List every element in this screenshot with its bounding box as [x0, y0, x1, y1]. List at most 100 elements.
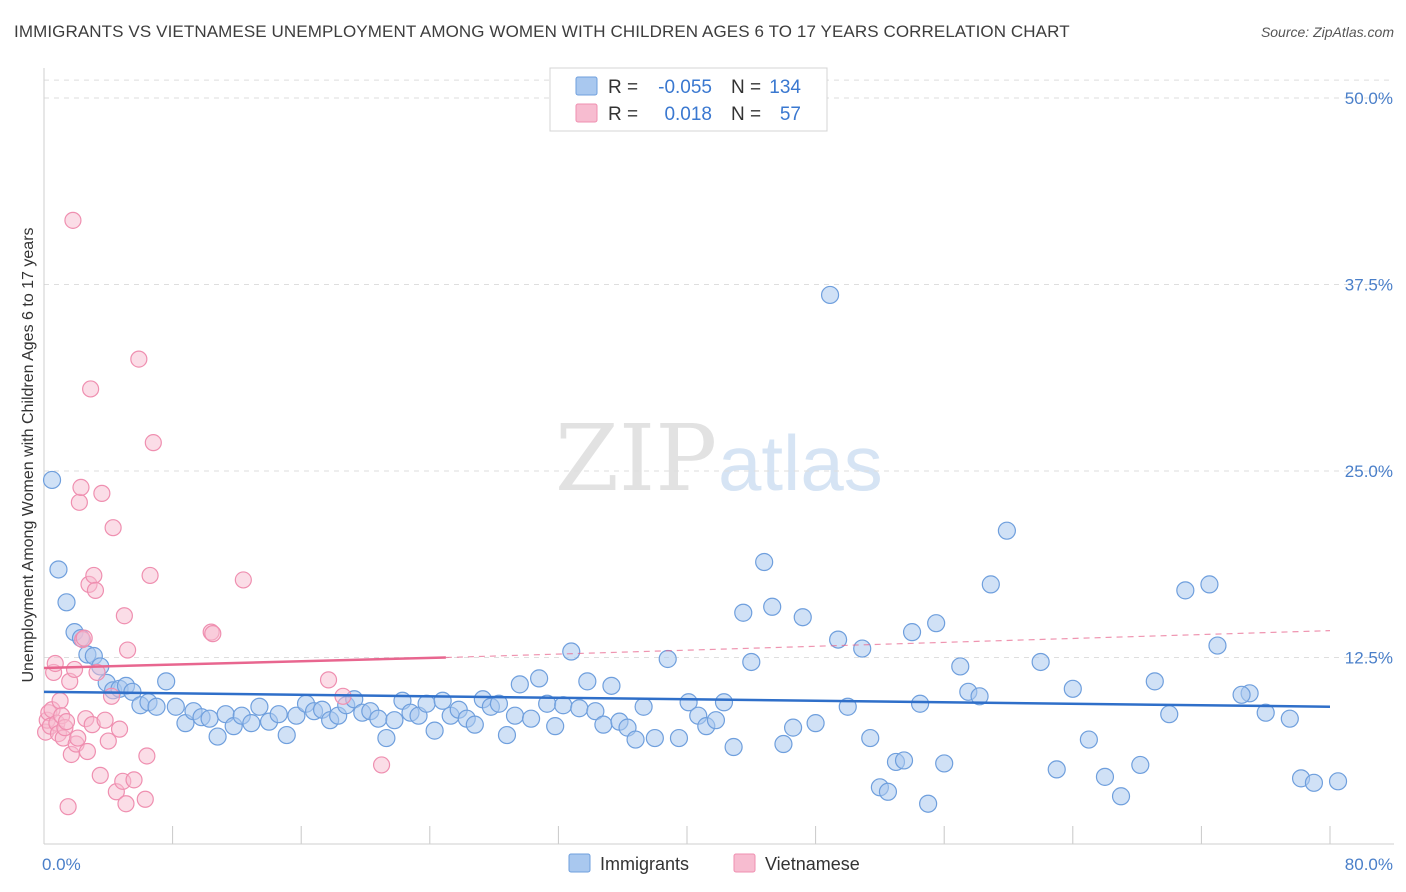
source-label: Source: ZipAtlas.com	[1260, 24, 1394, 40]
vietnamese-point	[65, 660, 84, 679]
x-tick-label: 80.0%	[1345, 855, 1393, 874]
chart-title: IMMIGRANTS VS VIETNAMESE UNEMPLOYMENT AM…	[14, 22, 1070, 41]
immigrants-point	[510, 675, 529, 694]
immigrants-point	[742, 652, 761, 672]
vietnamese-point	[138, 747, 156, 765]
immigrants-point	[997, 521, 1016, 540]
immigrants-point	[669, 728, 689, 748]
correlation-legend: R = -0.055 N = 134 R = 0.018 N = 57	[549, 67, 828, 132]
immigrants-n-label: N =	[731, 77, 761, 98]
immigrants-point	[645, 728, 664, 748]
immigrants-point	[763, 597, 782, 616]
vietnamese-point	[64, 211, 82, 229]
immigrants-point	[385, 711, 404, 730]
immigrants-point	[1304, 773, 1324, 792]
immigrants-point	[578, 672, 597, 691]
vietnamese-point	[115, 607, 133, 625]
vietnamese-point	[59, 798, 77, 816]
immigrants-point	[377, 728, 396, 748]
vietnamese-point	[72, 478, 90, 497]
immigrants-point	[497, 725, 517, 745]
watermark-atlas: atlas	[718, 419, 883, 507]
immigrants-point	[521, 709, 541, 728]
y-axis-label: Unemployment Among Women with Children A…	[20, 227, 37, 682]
immigrants-point	[1256, 703, 1275, 722]
immigrants-point	[433, 691, 452, 710]
immigrants-trend-line	[43, 690, 1331, 708]
vietnamese-point	[136, 790, 154, 808]
immigrants-point	[1232, 685, 1251, 704]
immigrants-point	[970, 687, 989, 706]
immigrants-point	[829, 630, 848, 649]
y-tick-label: 37.5%	[1345, 276, 1393, 295]
immigrants-point	[269, 705, 288, 724]
vietnamese-point	[130, 350, 148, 368]
vietnamese-point	[144, 434, 162, 452]
immigrants-point	[853, 639, 872, 658]
immigrants-point	[806, 714, 825, 733]
immigrants-legend-label: Immigrants	[600, 854, 689, 874]
vietnamese-point	[102, 687, 121, 705]
gridlines	[43, 79, 1394, 844]
immigrants-point	[554, 696, 573, 715]
immigrants-point	[1131, 755, 1150, 775]
immigrants-point	[1145, 672, 1164, 691]
vietnamese-point	[46, 654, 64, 673]
immigrants-point	[1160, 705, 1179, 724]
immigrants-point	[1200, 575, 1219, 594]
immigrants-point	[594, 715, 613, 734]
vietnamese-point	[70, 493, 88, 511]
immigrants-point	[910, 694, 930, 713]
vietnamese-n-label: N =	[731, 104, 761, 125]
series-legend: Immigrants Vietnamese	[568, 853, 860, 874]
vietnamese-point	[88, 663, 106, 682]
immigrants-point	[1111, 787, 1131, 806]
immigrants-point	[878, 782, 898, 801]
immigrants-point	[724, 737, 743, 757]
vietnamese-point	[51, 692, 69, 710]
vietnamese-point	[110, 720, 129, 738]
vietnamese-point	[86, 581, 105, 599]
immigrants-point	[861, 728, 880, 748]
immigrants-point	[714, 693, 734, 712]
immigrants-point	[546, 717, 565, 736]
immigrants-point	[902, 623, 922, 642]
immigrants-n-value: 134	[769, 77, 801, 98]
immigrants-point	[774, 734, 793, 754]
y-tick-labels: 12.5% 25.0% 37.5% 50.0%	[1345, 89, 1393, 668]
y-tick-label: 50.0%	[1345, 89, 1393, 108]
vietnamese-point	[78, 742, 97, 761]
immigrants-point	[417, 694, 436, 713]
vietnamese-point	[234, 571, 252, 589]
vietnamese-points	[37, 211, 391, 816]
immigrants-point	[586, 702, 605, 721]
immigrants-point	[755, 552, 774, 572]
immigrants-point	[242, 714, 261, 733]
immigrants-point	[1047, 760, 1066, 779]
vietnamese-point	[57, 713, 76, 731]
immigrants-point	[927, 614, 946, 633]
immigrants-point	[981, 575, 1000, 594]
immigrants-point	[1095, 767, 1115, 786]
immigrants-point	[602, 676, 621, 695]
x-tick-label: 0.0%	[42, 855, 81, 874]
immigrants-r-label: R =	[608, 77, 638, 98]
vietnamese-legend-label: Vietnamese	[765, 854, 860, 874]
immigrants-point	[783, 718, 803, 737]
immigrants-point	[465, 715, 484, 734]
immigrants-point	[277, 725, 296, 745]
immigrants-point	[706, 711, 726, 730]
vietnamese-point	[82, 380, 100, 398]
vietnamese-r-value: 0.018	[664, 104, 712, 125]
immigrants-point	[369, 709, 388, 728]
immigrants-point	[951, 657, 970, 676]
vietnamese-trend-extension	[445, 630, 1331, 659]
immigrants-point	[200, 709, 219, 728]
immigrants-point	[166, 697, 185, 716]
vietnamese-point	[93, 484, 111, 502]
vietnamese-legend-swatch	[575, 103, 598, 123]
immigrants-point	[505, 706, 525, 725]
immigrants-point	[147, 697, 166, 716]
vietnamese-point	[204, 625, 222, 643]
immigrants-legend-swatch	[575, 76, 598, 96]
